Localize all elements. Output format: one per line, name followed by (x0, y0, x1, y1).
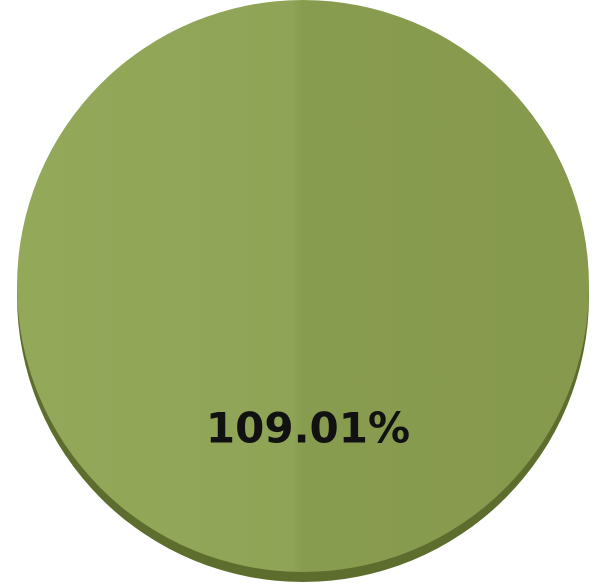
pie-data-label: 109.01% (206, 404, 410, 453)
pie-slice (17, 0, 589, 572)
pie-slices (17, 0, 589, 582)
pie-data-labels: 109.01% (206, 404, 410, 453)
